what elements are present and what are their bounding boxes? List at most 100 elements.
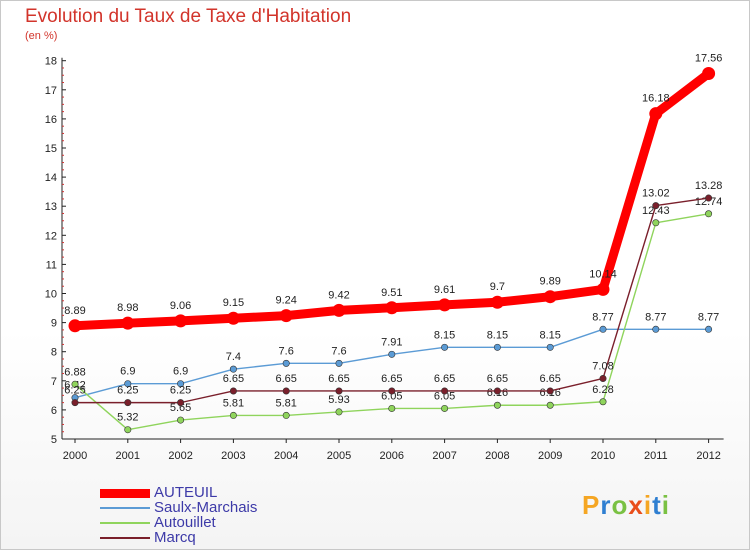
data-label: 6.88 <box>64 366 85 378</box>
data-label: 9.51 <box>381 287 402 299</box>
data-point <box>282 411 290 419</box>
data-point <box>388 404 396 412</box>
data-point <box>229 387 237 395</box>
data-point <box>177 416 185 424</box>
x-tick-label: 2001 <box>116 450 140 462</box>
data-point <box>335 408 343 416</box>
data-label: 9.7 <box>490 281 505 293</box>
brand-logo: Proxiti <box>582 490 670 521</box>
data-point <box>599 398 607 406</box>
data-label: 13.28 <box>695 180 723 192</box>
x-tick-label: 2000 <box>63 450 87 462</box>
data-label: 8.15 <box>434 329 455 341</box>
legend-swatch <box>100 507 150 509</box>
data-point <box>229 365 237 373</box>
x-tick-label: 2006 <box>380 450 404 462</box>
legend-swatch <box>100 537 150 539</box>
data-point <box>335 359 343 367</box>
data-point <box>705 194 713 202</box>
data-label: 6.05 <box>381 390 402 402</box>
x-tick-label: 2008 <box>485 450 509 462</box>
brand-letter: t <box>652 490 662 520</box>
data-point <box>652 219 660 227</box>
data-label: 8.77 <box>592 311 613 323</box>
data-point <box>441 404 449 412</box>
data-label: 6.65 <box>539 373 560 385</box>
data-label: 8.89 <box>64 305 85 317</box>
data-point <box>226 311 240 325</box>
data-label: 6.05 <box>434 390 455 402</box>
x-tick-label: 2002 <box>168 450 192 462</box>
x-tick-label: 2012 <box>696 450 720 462</box>
data-point <box>599 325 607 333</box>
data-label: 6.9 <box>173 366 188 378</box>
y-tick-label: 7 <box>51 376 57 388</box>
data-point <box>279 309 293 323</box>
data-point <box>546 401 554 409</box>
data-label: 10.14 <box>589 268 617 280</box>
y-tick-label: 11 <box>46 259 57 271</box>
data-label: 6.65 <box>328 373 349 385</box>
data-point <box>229 411 237 419</box>
data-point <box>493 343 501 351</box>
y-tick-label: 16 <box>45 114 57 126</box>
y-tick-label: 9 <box>51 318 57 330</box>
data-point <box>71 380 79 388</box>
data-point <box>388 387 396 395</box>
data-label: 6.28 <box>592 384 613 396</box>
data-label: 6.65 <box>381 373 402 385</box>
data-label: 8.15 <box>539 329 560 341</box>
data-label: 5.65 <box>170 402 191 414</box>
data-point <box>493 401 501 409</box>
brand-letter: o <box>611 490 629 520</box>
data-label: 6.25 <box>117 385 138 397</box>
data-label: 6.65 <box>434 373 455 385</box>
data-point <box>441 343 449 351</box>
data-point <box>543 290 557 304</box>
data-point <box>596 282 610 296</box>
brand-letter: i <box>643 490 653 520</box>
y-tick-label: 13 <box>45 201 57 213</box>
data-point <box>124 380 132 388</box>
x-tick-label: 2004 <box>274 450 298 462</box>
data-label: 5.93 <box>328 394 349 406</box>
data-point <box>493 387 501 395</box>
data-label: 8.77 <box>698 311 719 323</box>
data-label: 7.91 <box>381 336 402 348</box>
data-label: 7.6 <box>279 345 294 357</box>
data-point <box>282 387 290 395</box>
data-label: 9.61 <box>434 284 455 296</box>
brand-letter: x <box>628 490 644 520</box>
data-point <box>68 319 82 333</box>
x-tick-label: 2007 <box>432 450 456 462</box>
data-point <box>705 325 713 333</box>
data-point <box>599 374 607 382</box>
y-tick-label: 8 <box>51 347 57 359</box>
data-label: 9.06 <box>170 300 191 312</box>
brand-letter: i <box>661 490 670 520</box>
data-label: 6.25 <box>170 385 191 397</box>
data-label: 7.4 <box>226 351 241 363</box>
data-point <box>388 350 396 358</box>
data-label: 12.43 <box>642 205 670 217</box>
data-point <box>546 387 554 395</box>
x-tick-label: 2009 <box>538 450 562 462</box>
y-tick-label: 10 <box>45 289 57 301</box>
x-tick-label: 2010 <box>591 450 615 462</box>
legend-swatch <box>100 488 150 498</box>
data-point <box>332 303 346 317</box>
data-point <box>121 316 135 330</box>
data-point <box>438 298 452 312</box>
data-label: 8.77 <box>645 311 666 323</box>
data-label: 16.18 <box>642 93 670 105</box>
data-label: 5.81 <box>275 397 296 409</box>
data-label: 13.02 <box>642 188 670 200</box>
x-tick-label: 2011 <box>644 450 668 462</box>
legend-label: Autouillet <box>154 514 216 531</box>
data-point <box>71 399 79 407</box>
data-label: 8.15 <box>487 329 508 341</box>
data-label: 7.6 <box>331 345 346 357</box>
legend-swatch <box>100 522 150 524</box>
data-label: 6.65 <box>487 373 508 385</box>
data-point <box>546 343 554 351</box>
